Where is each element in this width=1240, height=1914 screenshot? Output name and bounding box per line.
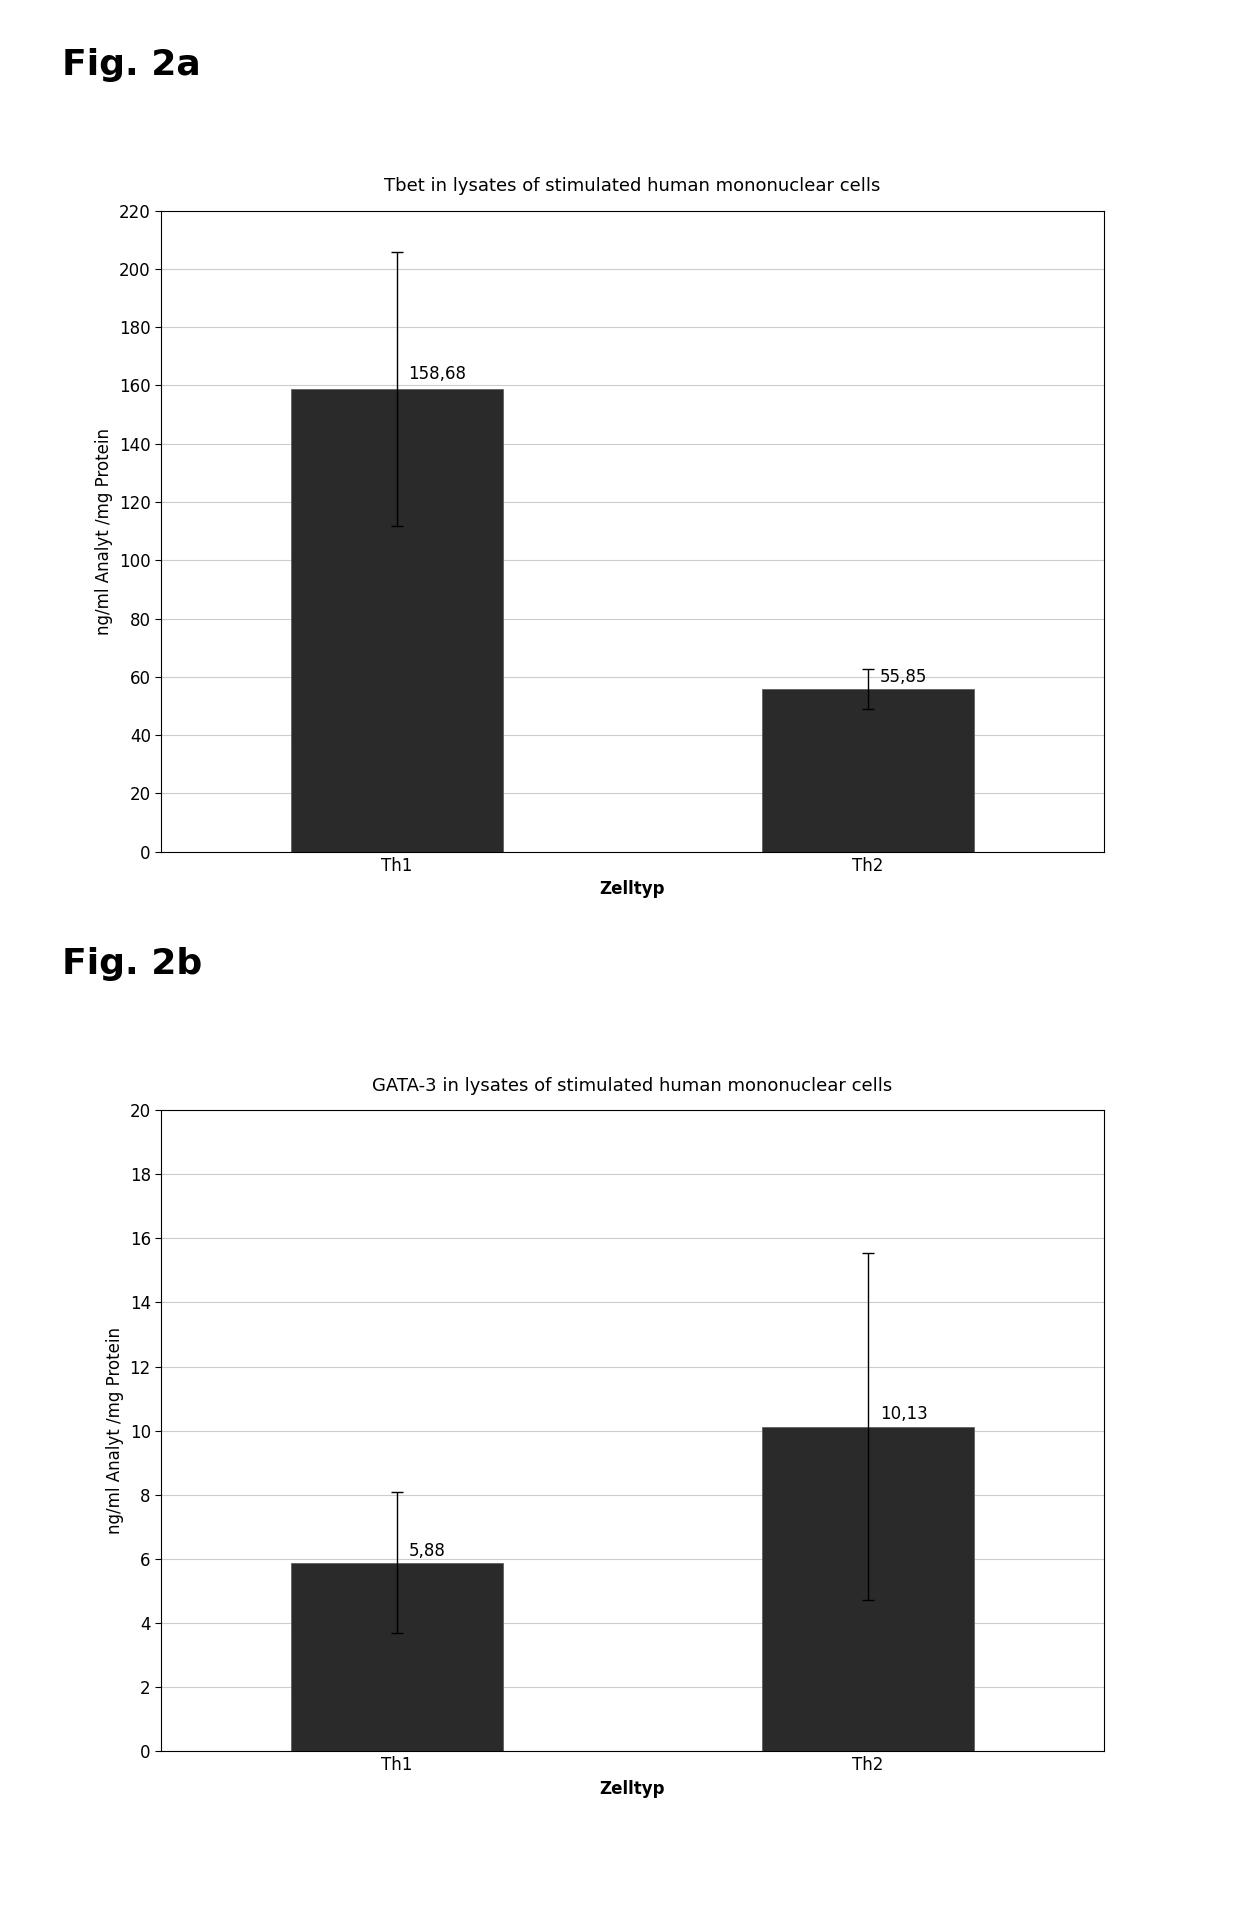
Y-axis label: ng/ml Analyt /mg Protein: ng/ml Analyt /mg Protein — [105, 1326, 124, 1535]
Text: Fig. 2b: Fig. 2b — [62, 947, 202, 982]
Text: 55,85: 55,85 — [879, 668, 928, 685]
X-axis label: Zelltyp: Zelltyp — [600, 1780, 665, 1797]
Title: GATA-3 in lysates of stimulated human mononuclear cells: GATA-3 in lysates of stimulated human mo… — [372, 1078, 893, 1095]
Text: 5,88: 5,88 — [408, 1541, 445, 1560]
Title: Tbet in lysates of stimulated human mononuclear cells: Tbet in lysates of stimulated human mono… — [384, 178, 880, 195]
Bar — [761, 1426, 973, 1751]
Y-axis label: ng/ml Analyt /mg Protein: ng/ml Analyt /mg Protein — [95, 427, 114, 635]
Text: Fig. 2a: Fig. 2a — [62, 48, 201, 82]
Bar — [761, 689, 973, 852]
Text: 10,13: 10,13 — [879, 1405, 928, 1424]
X-axis label: Zelltyp: Zelltyp — [600, 880, 665, 898]
Text: 158,68: 158,68 — [408, 366, 466, 383]
Bar — [290, 1564, 503, 1751]
Bar — [290, 389, 503, 852]
